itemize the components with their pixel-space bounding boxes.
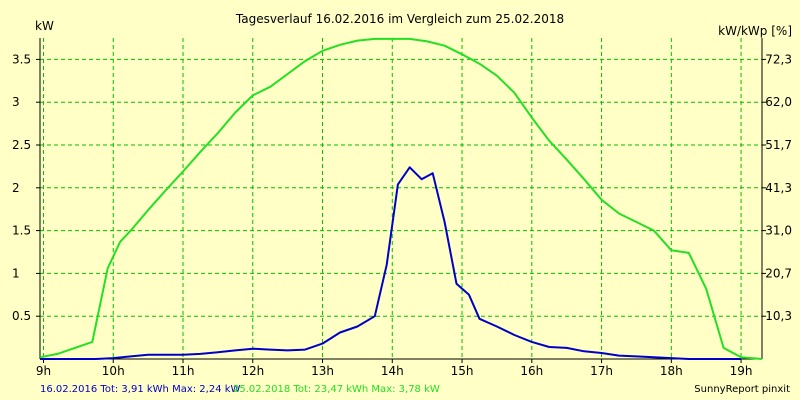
x-tick-label: 9h bbox=[36, 364, 51, 378]
y-left-tick-label: 3 bbox=[12, 95, 20, 109]
x-tick-label: 17h bbox=[590, 364, 613, 378]
y-right-tick-label: 62,0 bbox=[765, 95, 792, 109]
plot-group: 9h 10h 11h 12h 13h 14h 15h 16h 17h 18h 19h 0.5 10,3 1… bbox=[12, 37, 792, 378]
y-right-tick-label: 20,7 bbox=[765, 266, 792, 280]
y-left-tick-label: 2 bbox=[12, 181, 20, 195]
y-left-tick-label: 0.5 bbox=[12, 309, 31, 323]
series-line-2018 bbox=[39, 37, 763, 360]
plot-area bbox=[40, 38, 762, 359]
y-right-tick-label: 10,3 bbox=[765, 309, 792, 323]
y-right-tick-label: 41,3 bbox=[765, 181, 792, 195]
x-tick-label: 18h bbox=[660, 364, 683, 378]
y-left-tick-label: 2.5 bbox=[12, 138, 31, 152]
y-left-tick-label: 1.5 bbox=[12, 224, 31, 238]
x-tick-label: 11h bbox=[172, 364, 195, 378]
x-tick-label: 19h bbox=[730, 364, 753, 378]
x-tick-label: 16h bbox=[520, 364, 543, 378]
y-left-tick-label: 3.5 bbox=[12, 52, 31, 66]
series-line-2016 bbox=[40, 166, 742, 360]
x-tick-label: 14h bbox=[381, 364, 404, 378]
y-right-tick-label: 72,3 bbox=[765, 52, 792, 66]
footer-series-2018: 25.02.2018 Tot: 23,47 kWh Max: 3,78 kW bbox=[233, 384, 440, 395]
y-left-tick-label: 1 bbox=[12, 266, 20, 280]
chart-title: Tagesverlauf 16.02.2016 im Vergleich zum… bbox=[235, 12, 564, 26]
footer-credit: SunnyReport pinxit bbox=[694, 384, 790, 395]
footer-series-2016: 16.02.2016 Tot: 3,91 kWh Max: 2,24 kW bbox=[40, 384, 241, 395]
y-right-tick-label: 31,0 bbox=[765, 224, 792, 238]
y-right-tick-label: 51,7 bbox=[765, 138, 792, 152]
x-tick-label: 15h bbox=[451, 364, 474, 378]
x-tick-label: 10h bbox=[102, 364, 125, 378]
x-tick-label: 13h bbox=[311, 364, 334, 378]
x-tick-label: 12h bbox=[241, 364, 264, 378]
y-left-unit: kW bbox=[35, 19, 54, 33]
y-right-unit: kW/kWp [%] bbox=[718, 24, 792, 38]
